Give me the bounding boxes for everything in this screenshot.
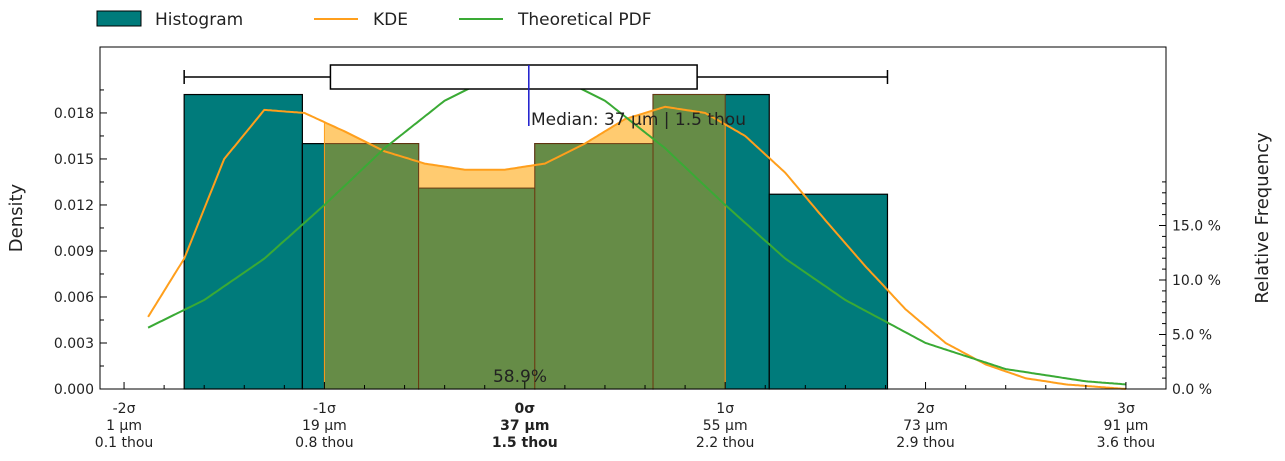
x-tick-sigma-0: -2σ: [113, 401, 136, 417]
x-tick-thou-0: 0.1 thou: [95, 435, 154, 451]
x-tick-sigma-1: -1σ: [313, 401, 336, 417]
y-left-tick-label-3: 0.009: [54, 244, 94, 260]
y-left-tick-label-2: 0.006: [54, 290, 94, 306]
overlap-bar-4: [653, 95, 725, 389]
legend-histogram-label: Histogram: [155, 10, 243, 30]
x-tick-sigma-4: 2σ: [917, 401, 935, 417]
y-left-axis-title: Density: [6, 183, 27, 252]
y-right-tick-label-2: 10.0 %: [1172, 273, 1221, 289]
x-tick-um-3: 55 µm: [703, 418, 748, 434]
overlap-bar-1: [324, 144, 418, 389]
x-tick-um-1: 19 µm: [302, 418, 347, 434]
x-tick-sigma-5: 3σ: [1117, 401, 1135, 417]
x-tick-um-0: 1 µm: [106, 418, 142, 434]
x-tick-um-4: 73 µm: [903, 418, 948, 434]
y-left-tick-label-5: 0.015: [54, 152, 94, 168]
y-right-tick-label-3: 15.0 %: [1172, 219, 1221, 235]
legend-pdf-label: Theoretical PDF: [517, 10, 652, 30]
legend-kde-label: KDE: [373, 10, 408, 30]
y-left-tick-label-0: 0.000: [54, 382, 94, 398]
x-tick-thou-4: 2.9 thou: [896, 435, 955, 451]
x-tick-thou-5: 3.6 thou: [1097, 435, 1156, 451]
y-left-tick-label-4: 0.012: [54, 198, 94, 214]
y-left-tick-label-6: 0.018: [54, 106, 94, 122]
x-tick-thou-2: 1.5 thou: [492, 435, 558, 451]
y-right-tick-label-0: 0.0 %: [1172, 382, 1212, 398]
legend: Histogram KDE Theoretical PDF: [97, 10, 652, 30]
x-tick-um-5: 91 µm: [1104, 418, 1149, 434]
x-tick-sigma-2: 0σ: [514, 401, 535, 417]
histogram-bar-0: [184, 95, 302, 389]
y-right-axis-title: Relative Frequency: [1252, 132, 1273, 304]
y-left-tick-label-1: 0.003: [54, 336, 94, 352]
x-tick-thou-3: 2.2 thou: [696, 435, 755, 451]
boxplot-box: [330, 65, 697, 89]
x-tick-thou-1: 0.8 thou: [295, 435, 354, 451]
x-tick-sigma-3: 1σ: [716, 401, 734, 417]
legend-histogram-swatch: [97, 11, 141, 26]
overlap-bar-2: [419, 188, 535, 389]
kde-shaded-percent-label: 58.9%: [493, 367, 547, 387]
overlap-bar-3: [535, 144, 653, 389]
kde-shaded-region: [324, 95, 725, 389]
x-tick-um-2: 37 µm: [500, 418, 549, 434]
y-right-tick-label-1: 5.0 %: [1172, 328, 1212, 344]
median-label: Median: 37 µm | 1.5 thou: [531, 110, 746, 130]
